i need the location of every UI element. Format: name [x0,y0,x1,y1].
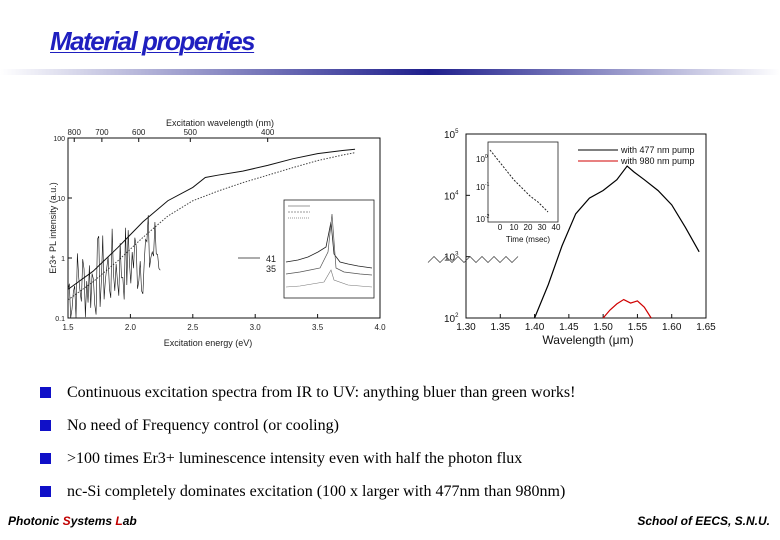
title-rule [0,69,780,75]
right-x-tick-label: 1.40 [525,322,545,333]
right-series-line [534,165,700,319]
slide-title: Material properties [50,26,256,56]
right-y-tick-label: 103 [444,252,459,264]
y-axis-label: Er3+ PL intensity (a.u.) [48,182,58,273]
left-x-tick-label: 2.5 [187,323,199,332]
legend-980: with 980 nm pump [620,156,695,166]
right-x-tick-label: 1.55 [628,322,648,333]
bullet-square-icon [40,387,51,398]
inset-y-tick-0: 100 [476,154,488,164]
right-x-tick-label: 1.30 [456,322,476,333]
left-series-line [67,152,356,301]
legend: with 477 nm pump with 980 nm pump [578,145,695,166]
left-top-tick-label: 500 [184,128,198,137]
bullet-item: nc-Si completely dominates excitation (1… [40,475,760,508]
left-y-tick-label: 10 [57,196,65,203]
legend-477: with 477 nm pump [620,145,695,155]
decay-inset: 100 10-1 10-2 0 10 20 30 40 Time (msec) [476,141,561,244]
right-y-tick-label: 104 [444,190,459,202]
excitation-spectrum-figure: Excitation wavelength (nm) 800 700 600 500 4… [48,102,393,354]
bullet-square-icon [40,486,51,497]
top-axis-label: Excitation wavelength (nm) [166,118,274,128]
inset-x-tick-2: 20 [524,223,533,232]
bullet-item: >100 times Er3+ luminescence intensity e… [40,442,760,475]
right-x-tick-label: 1.50 [593,322,613,333]
right-x-tick-label: 1.35 [491,322,511,333]
left-x-tick-label: 3.5 [312,323,324,332]
right-series-line [602,298,652,319]
bullet-text: Continuous excitation spectra from IR to… [67,383,576,401]
inset-x-tick-0: 0 [498,223,503,232]
right-x-axis-label: Wavelength (μm) [542,333,633,347]
inset-x-tick-3: 30 [538,223,547,232]
left-top-tick-label: 700 [95,128,109,137]
left-top-tick-label: 800 [68,128,82,137]
footer-school: School of EECS, S.N.U. [637,514,770,528]
bullet-item: No need of Frequency control (or cooling… [40,409,760,442]
inset-x-tick-1: 10 [510,223,519,232]
inset-y-tick-2: 10-2 [476,214,490,224]
footer-lab-name: Photonic Systems Lab [8,514,137,528]
pl-spectrum-figure: 105 104 103 102 1.30 1.35 1.40 1.45 1.50 1.55 1.6… [418,128,718,350]
x-axis-label: Excitation energy (eV) [164,338,253,348]
inset-x-label: Time (msec) [506,235,550,244]
left-top-tick-label: 400 [261,128,275,137]
right-plot-frame [465,133,707,319]
right-x-tick-label: 1.60 [662,322,682,333]
left-plot-frame [67,137,381,319]
bullet-list: Continuous excitation spectra from IR to… [40,376,760,508]
left-y-tick-label: 1 [61,256,65,263]
bullet-text: >100 times Er3+ luminescence intensity e… [67,449,523,467]
right-y-tick-label: 102 [444,313,459,325]
bullet-text: nc-Si completely dominates excitation (1… [67,482,566,500]
right-overlap-trace [427,255,519,263]
bullet-text: No need of Frequency control (or cooling… [67,416,339,434]
right-x-tick-label: 1.45 [559,322,579,333]
left-y-tick-label: 0.1 [55,316,65,323]
inset-label-41: 41 [266,254,276,264]
bullet-item: Continuous excitation spectra from IR to… [40,376,760,409]
left-noise-trace [67,215,161,319]
bullet-square-icon [40,420,51,431]
inset-x-tick-4: 40 [552,223,561,232]
right-x-tick-label: 1.65 [696,322,716,333]
left-top-tick-label: 600 [132,128,146,137]
left-series-line [67,148,356,290]
right-y-tick-label: 105 [444,129,459,141]
left-y-tick-label: 100 [53,136,65,143]
left-x-tick-label: 2.0 [125,323,137,332]
left-x-tick-label: 1.5 [62,323,74,332]
inset-y-tick-1: 10-1 [476,182,490,192]
left-x-tick-label: 3.0 [250,323,262,332]
inset-label-35: 35 [266,264,276,274]
left-x-tick-label: 4.0 [374,323,386,332]
inset-pl-spectra [283,199,375,299]
bullet-square-icon [40,453,51,464]
